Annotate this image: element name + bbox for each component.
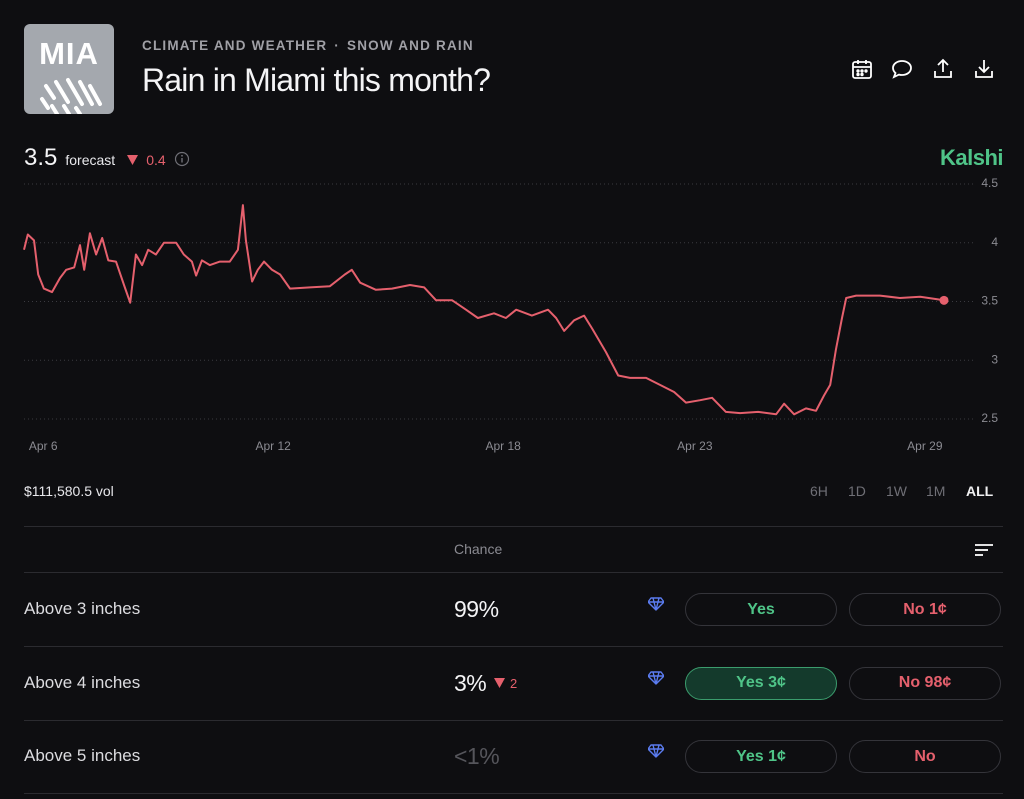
y-tick-label: 4 (991, 235, 998, 249)
rain-graphic (40, 78, 102, 114)
y-tick-label: 3.5 (981, 294, 998, 308)
buy-yes-button[interactable]: Yes 1¢ (685, 740, 837, 773)
price-chart: 2.5 3 3.5 4 4.5 Apr 6 Apr 12 Apr 18 Apr 23 Apr 29 (23, 176, 998, 453)
divider (24, 793, 1003, 794)
share-button[interactable] (931, 57, 955, 81)
range-button[interactable]: 1M (926, 483, 946, 499)
market-icon-label: MIA (39, 36, 99, 71)
x-tick-label: Apr 23 (677, 439, 713, 453)
forecast-label: forecast (65, 152, 116, 168)
market-icon: MIA (24, 24, 114, 114)
range-button[interactable]: ALL (966, 483, 994, 499)
column-header: Chance (454, 541, 503, 557)
y-tick-label: 2.5 (981, 411, 998, 425)
range-button[interactable]: 1D (848, 483, 866, 499)
buy-no-button[interactable]: No (849, 740, 1001, 773)
range-button[interactable]: 1W (886, 483, 907, 499)
reward-icon[interactable] (648, 670, 664, 685)
subcategory[interactable]: SNOW AND RAIN (346, 38, 474, 53)
forecast-row: 3.5 forecast 0.4 (24, 144, 190, 172)
chance-change: 2 (494, 676, 517, 691)
outcome-label: Above 4 inches (24, 672, 141, 692)
info-icon[interactable] (174, 151, 190, 167)
outcome-label: Above 5 inches (24, 746, 141, 765)
y-tick-label: 4.5 (981, 176, 998, 190)
outcome-label: Above 3 inches (24, 599, 141, 618)
range-button[interactable]: 6H (810, 483, 828, 499)
forecast-change: 0.4 (146, 152, 166, 168)
chance: 99% (454, 596, 499, 622)
sort-button[interactable] (975, 543, 993, 557)
buy-no-button[interactable]: No 98¢ (849, 666, 1001, 700)
x-tick-label: Apr 6 (29, 439, 58, 453)
volume: $111,580.5 vol (24, 483, 114, 499)
divider (24, 719, 1003, 721)
chance: <1% (454, 743, 500, 769)
reward-icon[interactable] (648, 597, 664, 611)
x-tick-label: Apr 12 (255, 439, 291, 453)
chance: 3% (454, 669, 487, 696)
down-arrow (494, 678, 505, 688)
download-button[interactable] (972, 57, 996, 81)
buy-yes-button[interactable]: Yes 3¢ (685, 666, 837, 700)
divider (24, 572, 1003, 573)
separator: · (334, 38, 340, 53)
brand-logo[interactable]: Kalshi (939, 145, 1004, 170)
divider (24, 526, 1003, 527)
market-title: Rain in Miami this month? (142, 62, 491, 98)
reward-icon[interactable] (648, 744, 664, 758)
buy-yes-button[interactable]: Yes (685, 593, 837, 626)
y-tick-label: 3 (991, 352, 998, 366)
buy-no-button[interactable]: No 1¢ (849, 593, 1001, 626)
change-value: 2 (510, 675, 518, 691)
price-line (23, 204, 945, 416)
breadcrumb: CLIMATE AND WEATHER · SNOW AND RAIN (142, 38, 481, 53)
category[interactable]: CLIMATE AND WEATHER (142, 38, 328, 53)
calendar-button[interactable] (850, 57, 874, 81)
comment-button[interactable] (890, 57, 914, 81)
x-tick-label: Apr 18 (485, 439, 521, 453)
end-marker (939, 295, 949, 305)
x-tick-label: Apr 29 (907, 439, 943, 453)
forecast-value: 3.5 (24, 144, 58, 171)
divider (24, 646, 1003, 647)
down-arrow (127, 155, 139, 165)
